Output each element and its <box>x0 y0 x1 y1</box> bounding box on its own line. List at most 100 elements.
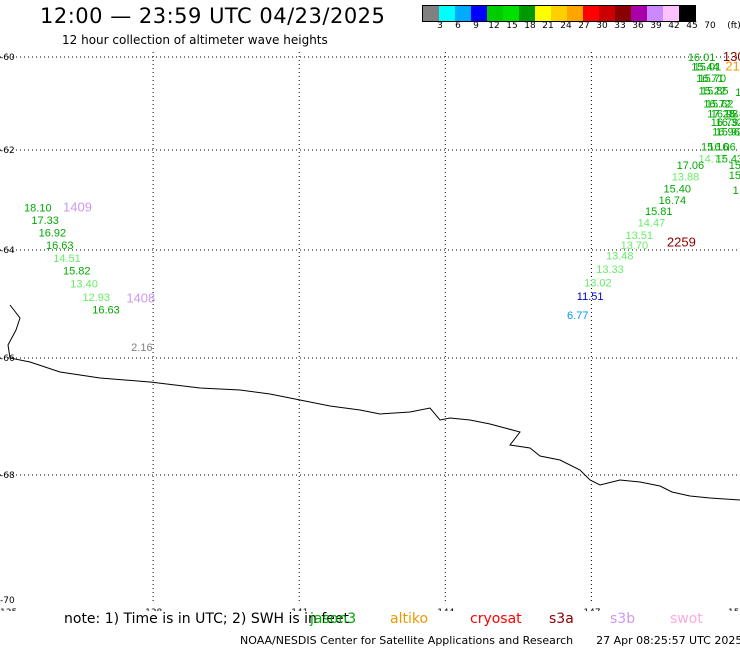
scale-value-label: 30 <box>596 21 608 31</box>
wave-height-value: 15.92 <box>716 126 740 138</box>
wave-height-value: 15.9 <box>729 160 740 172</box>
wave-height-value: 15.84 <box>724 109 740 121</box>
wave-height-value: 15.62 <box>706 99 734 111</box>
wave-height-value: 16.01 <box>688 52 716 64</box>
wave-height-value: 16.93 <box>711 109 739 121</box>
scale-swatch <box>455 6 471 21</box>
wave-height-value: 13.02 <box>584 277 612 289</box>
scale-value-label: 70 <box>704 21 716 31</box>
scale-unit-label: (ft) <box>727 21 740 31</box>
pass-time-label: 1409 <box>63 200 92 215</box>
scale-value-label: 12 <box>488 21 500 31</box>
wave-height-value: 18.10 <box>24 203 52 215</box>
wave-height-value: 15.85 <box>701 85 729 97</box>
wave-height-value: 16.74 <box>659 195 687 207</box>
wave-height-value: 17.28 <box>707 109 735 121</box>
wave-height-value: 15 <box>729 170 740 182</box>
scale-value-label: 45 <box>686 21 698 31</box>
wave-height-value: 12.93 <box>82 292 110 304</box>
scale-value-label: 6 <box>455 21 461 31</box>
scale-swatch <box>567 6 583 21</box>
scale-value-label: 27 <box>578 21 590 31</box>
wave-height-value: 14 <box>735 87 740 99</box>
scale-swatch <box>503 6 519 21</box>
wave-height-value: 13.48 <box>606 250 634 262</box>
scale-swatch <box>535 6 551 21</box>
pass-time-label: 2259 <box>667 235 696 250</box>
wave-height-value: 16.92 <box>39 228 67 240</box>
pass-time-label: 1308 <box>723 49 740 64</box>
latitude-labels: -60 -62 -64 -66 -68 -70 <box>0 53 15 606</box>
credit-timestamp: 27 Apr 08:25:57 UTC 2025 <box>596 634 740 647</box>
satellite-legend-swot: swot <box>670 611 703 627</box>
scale-value-label: 36 <box>632 21 644 31</box>
latitude-label: -62 <box>0 146 15 156</box>
map-title: 12:00 — 23:59 UTC 04/23/2025 <box>40 4 386 28</box>
wave-height-value: 15.70 <box>699 73 727 85</box>
scale-value-label: 33 <box>614 21 626 31</box>
scale-value-label: 9 <box>473 21 479 31</box>
pass-time-labels: 13082102130140914082259 <box>63 49 740 306</box>
latitude-label: -60 <box>0 53 15 63</box>
scale-swatch <box>423 6 439 21</box>
scale-swatch <box>519 6 535 21</box>
pass-time-label: 2102 <box>725 58 740 73</box>
wave-height-value: 11.51 <box>577 291 604 303</box>
scale-value-label: 18 <box>524 21 536 31</box>
scale-swatch <box>631 6 647 21</box>
scale-swatch <box>615 6 631 21</box>
graticule <box>0 52 740 604</box>
scale-swatch <box>487 6 503 21</box>
footer-note-row: note: 1) Time is in UTC; 2) SWH is in fe… <box>0 611 740 629</box>
wave-height-value: 15.43 <box>716 154 740 166</box>
footer-credit: NOAA/NESDIS Center for Satellite Applica… <box>240 634 740 647</box>
scale-swatch <box>439 6 455 21</box>
scale-swatch <box>647 6 663 21</box>
scale-value-label: 15 <box>506 21 518 31</box>
latitude-label: -66 <box>0 354 15 364</box>
latitude-label: -70 <box>0 596 15 606</box>
wave-height-value: 17.33 <box>31 215 59 227</box>
wave-height-value: 14.77 <box>699 154 727 166</box>
wave-height-value: 15.22 <box>699 85 727 97</box>
satellite-legend-jason3: jason3 <box>310 611 357 627</box>
wave-height-value: 13.70 <box>621 240 649 252</box>
wave-height-value: 16.71 <box>696 73 724 85</box>
scale-swatch <box>471 6 487 21</box>
scale-value-label: 39 <box>650 21 662 31</box>
wave-height-value: 17.06 <box>677 160 705 172</box>
credit-agency: NOAA/NESDIS Center for Satellite Applica… <box>240 634 574 647</box>
wave-height-value: 15.16 <box>701 141 729 153</box>
wave-height-value: 13.88 <box>672 172 700 184</box>
scale-swatch <box>551 6 567 21</box>
wave-height-value: 15.44 <box>691 61 719 73</box>
wave-height-value: 16.79 <box>711 117 739 129</box>
satellite-legend-s3b: s3b <box>610 611 636 627</box>
wave-height-value: 6.77 <box>567 310 588 322</box>
pass-time-label: 1408 <box>126 291 155 306</box>
scale-value-label: 3 <box>437 21 443 31</box>
wave-height-value: 15.40 <box>663 184 691 196</box>
wave-height-value: 16.96 <box>712 126 740 138</box>
wave-height-value: 13.40 <box>70 278 98 290</box>
scale-swatch <box>663 6 679 21</box>
scale-value-label: 21 <box>542 21 554 31</box>
wave-height-value: 15.01 <box>694 61 722 73</box>
wave-height-value: 15.82 <box>63 266 91 278</box>
wave-height-value: 16.32 <box>716 117 740 129</box>
wave-height-value: 15.81 <box>645 206 673 218</box>
map-subtitle: 12 hour collection of altimeter wave hei… <box>62 33 328 47</box>
coastline <box>7 304 740 501</box>
wave-height-value: 16.63 <box>92 304 120 316</box>
wave-height-value: 13.33 <box>596 264 624 276</box>
scale-swatch <box>583 6 599 21</box>
satellite-legend-cryosat: cryosat <box>470 611 522 627</box>
satellite-legend-altiko: altiko <box>390 611 429 627</box>
wave-height-value: 16.06 <box>708 141 736 153</box>
scale-value-label: 42 <box>668 21 680 31</box>
scale-swatch <box>599 6 615 21</box>
latitude-label: -64 <box>0 246 15 256</box>
satellite-legend-s3a: s3a <box>549 611 574 627</box>
